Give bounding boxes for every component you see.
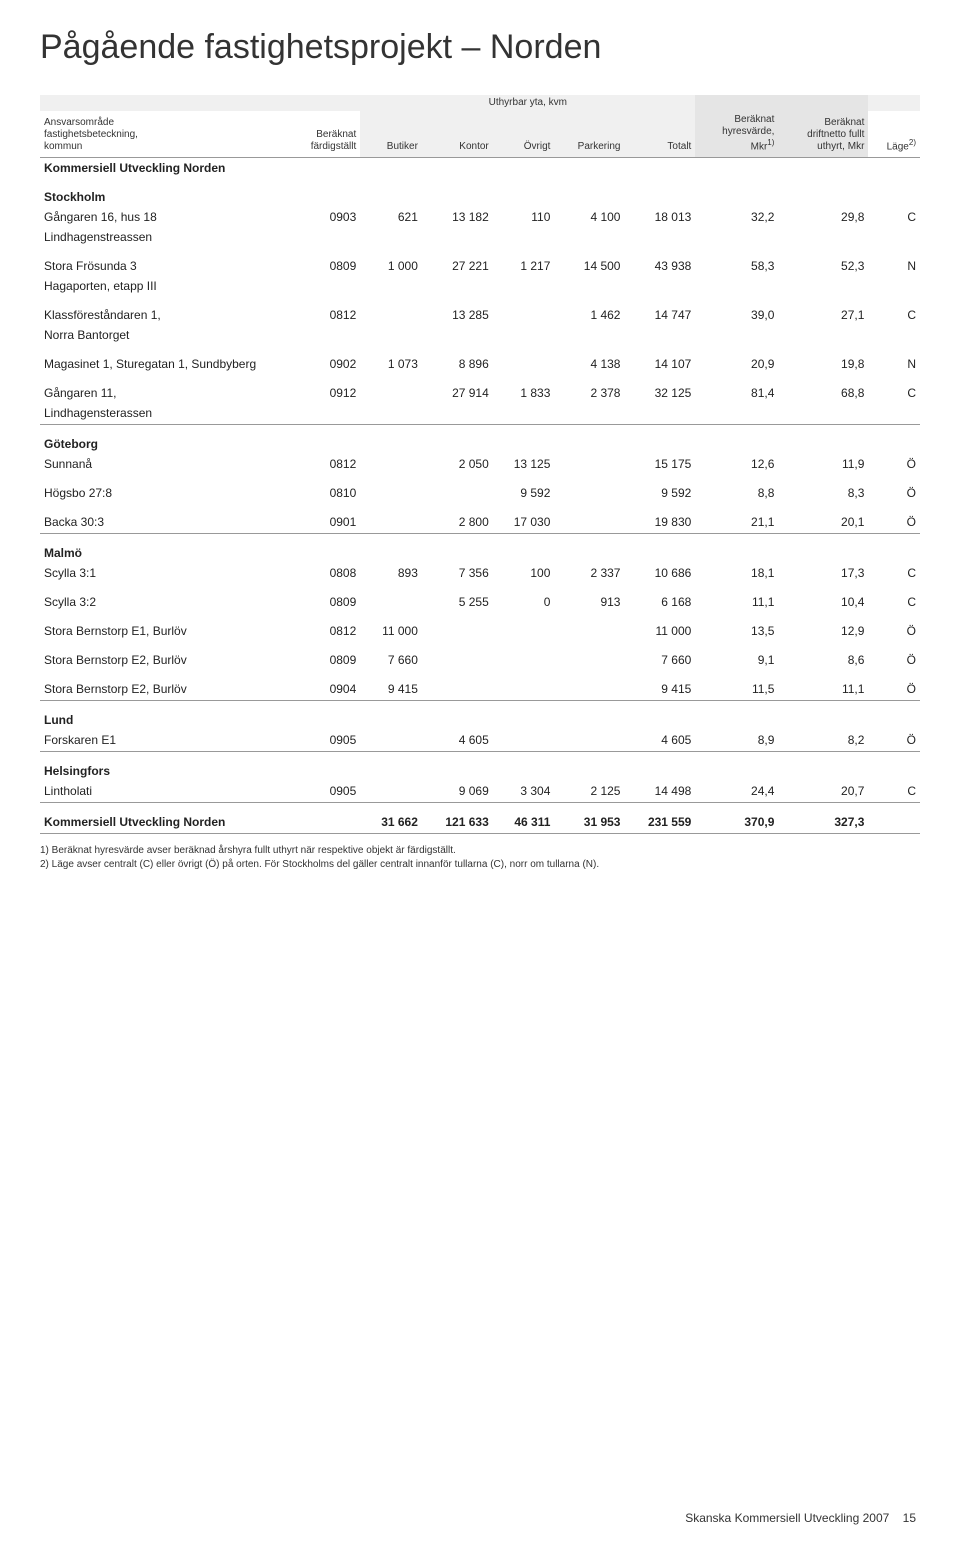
row-note: Lindhagensterassen bbox=[40, 403, 286, 425]
page-title: Pågående fastighetsprojekt – Norden bbox=[40, 28, 920, 67]
row-name: Högsbo 27:8 bbox=[40, 474, 286, 503]
projects-table: Uthyrbar yta, kvm Ansvarsområde fastighe… bbox=[40, 95, 920, 834]
footnote-2: 2) Läge avser centralt (C) eller övrigt … bbox=[40, 858, 920, 872]
col-driftnetto: Beräknat driftnetto fullt uthyrt, Mkr bbox=[778, 111, 868, 158]
row-name: Scylla 3:2 bbox=[40, 583, 286, 612]
footer-text: Skanska Kommersiell Utveckling 2007 bbox=[685, 1511, 889, 1525]
section-main-label: Kommersiell Utveckling Norden bbox=[40, 158, 286, 179]
footnotes: 1) Beräknat hyresvärde avser beräknad år… bbox=[40, 844, 920, 871]
row-name: Forskaren E1 bbox=[40, 730, 286, 752]
row-name: Stora Bernstorp E2, Burlöv bbox=[40, 670, 286, 701]
group-label: Malmö bbox=[40, 534, 286, 564]
footer-page: 15 bbox=[903, 1511, 916, 1525]
row-name: Backa 30:3 bbox=[40, 503, 286, 534]
col-totalt: Totalt bbox=[624, 111, 695, 158]
row-name: Klassföreståndaren 1, bbox=[40, 296, 286, 325]
group-label: Stockholm bbox=[40, 178, 286, 207]
col-lage: Läge2) bbox=[868, 111, 920, 158]
col-parkering: Parkering bbox=[554, 111, 624, 158]
group-label: Göteborg bbox=[40, 425, 286, 455]
row-name: Scylla 3:1 bbox=[40, 563, 286, 583]
row-name: Gångaren 16, hus 18 bbox=[40, 207, 286, 227]
page-footer: Skanska Kommersiell Utveckling 2007 15 bbox=[40, 1511, 920, 1525]
row-name: Stora Frösunda 3 bbox=[40, 247, 286, 276]
group-label: Helsingfors bbox=[40, 752, 286, 782]
col-beraknat: Beräknat färdigställt bbox=[286, 111, 360, 158]
row-name: Sunnanå bbox=[40, 454, 286, 474]
row-name: Stora Bernstorp E1, Burlöv bbox=[40, 612, 286, 641]
row-name: Gångaren 11, bbox=[40, 374, 286, 403]
row-note: Norra Bantorget bbox=[40, 325, 286, 345]
col-name: Ansvarsområde fastighetsbeteckning, komm… bbox=[40, 111, 286, 158]
col-butiker: Butiker bbox=[360, 111, 422, 158]
total-label: Kommersiell Utveckling Norden bbox=[40, 803, 286, 834]
col-hyresvarde: Beräknat hyresvärde, Mkr1) bbox=[695, 111, 778, 158]
group-label: Lund bbox=[40, 701, 286, 731]
col-ovrigt: Övrigt bbox=[493, 111, 555, 158]
footnote-1: 1) Beräknat hyresvärde avser beräknad år… bbox=[40, 844, 920, 858]
row-note: Lindhagenstreassen bbox=[40, 227, 286, 247]
row-note: Hagaporten, etapp III bbox=[40, 276, 286, 296]
row-name: Stora Bernstorp E2, Burlöv bbox=[40, 641, 286, 670]
row-name: Lintholati bbox=[40, 781, 286, 803]
yta-header: Uthyrbar yta, kvm bbox=[360, 95, 695, 111]
col-kontor: Kontor bbox=[422, 111, 493, 158]
row-name: Magasinet 1, Sturegatan 1, Sundbyberg bbox=[40, 345, 286, 374]
